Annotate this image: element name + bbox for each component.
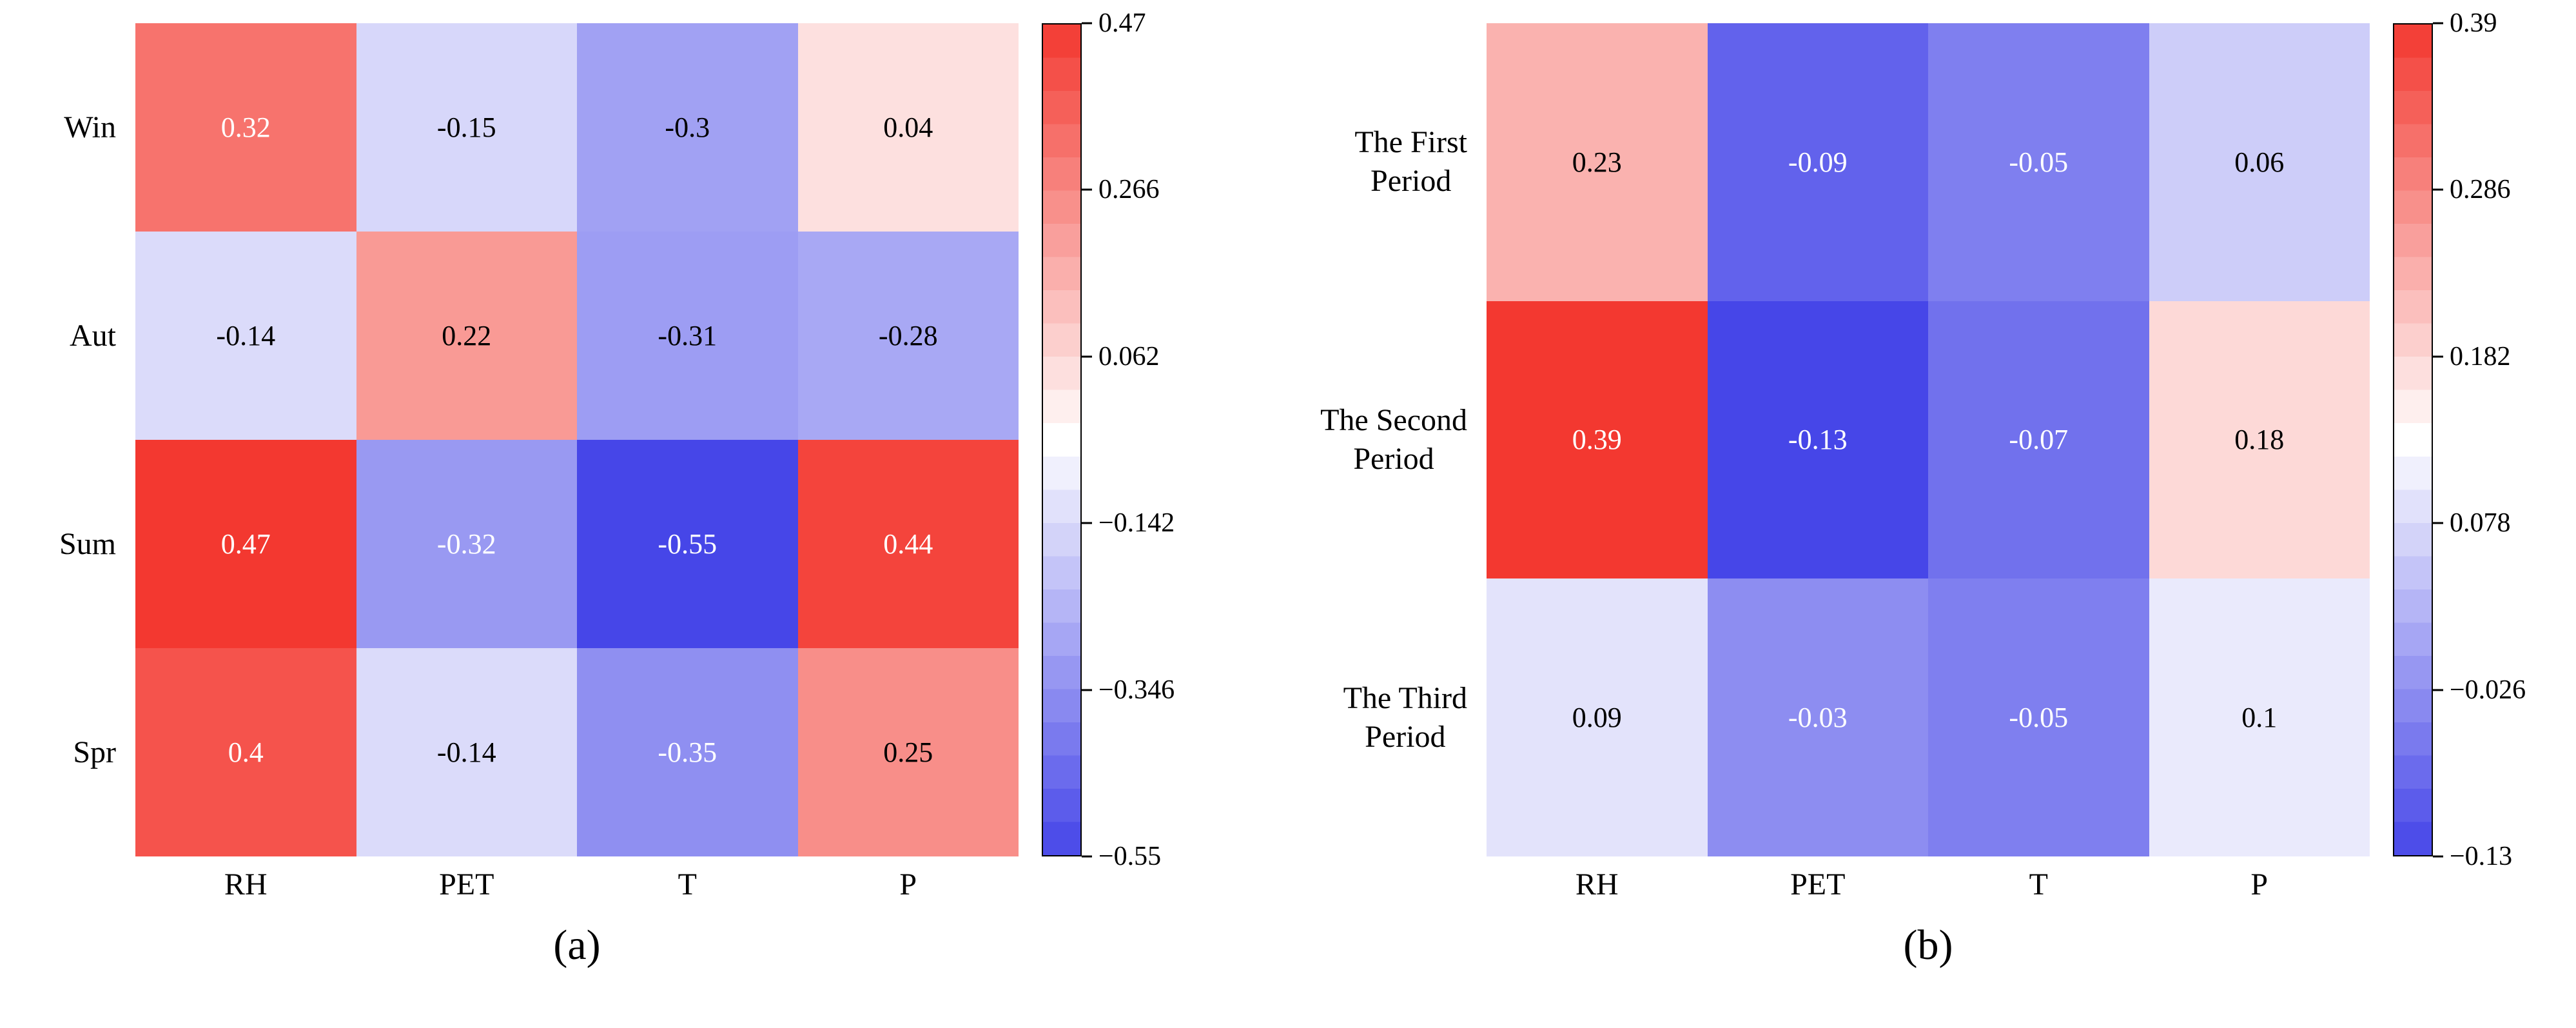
- heatmap-cell: -0.3: [577, 23, 798, 232]
- colorbar-tick-label: −0.026: [2450, 675, 2526, 705]
- heatmap-a: 0.32 -0.15 -0.3 0.04 -0.14 0.22 -0.31 -0.28 0.47…: [135, 23, 1019, 856]
- colorbar-tick-mark: [2433, 522, 2443, 524]
- row-label: Win: [64, 110, 116, 144]
- colorbar-tick-mark: [2433, 855, 2443, 858]
- heatmap-cell: 0.22: [356, 232, 577, 440]
- heatmap-cell: -0.55: [577, 440, 798, 648]
- x-axis-labels-a: RH PET T P: [135, 856, 1019, 916]
- colorbar-gradient-b: [2393, 23, 2433, 856]
- colorbar-ticks-b: 0.39 0.286 0.182 0.078 −0.026 −0.13: [2433, 8, 2536, 871]
- colorbar-tick-mark: [2433, 689, 2443, 691]
- heatmap-cell: -0.09: [1707, 23, 1928, 301]
- heatmap-cell: 0.1: [2149, 578, 2370, 856]
- caption-a: (a): [553, 922, 601, 969]
- colorbar-tick-mark: [1082, 855, 1092, 858]
- colorbar-gradient-a: [1042, 23, 1082, 856]
- heatmap-cell: -0.32: [356, 440, 577, 648]
- caption-b: (b): [1903, 922, 1953, 969]
- panel-b: The First Period The Second Period The Thi…: [1300, 8, 2537, 1028]
- colorbar-tick-mark: [2433, 188, 2443, 191]
- heatmap-cell: 0.32: [135, 23, 356, 232]
- heatmap-cell: 0.25: [797, 648, 1019, 856]
- heatmap-cell: 0.39: [1487, 301, 1708, 579]
- colorbar-tick-mark: [2433, 22, 2443, 25]
- x-axis-labels-b: RH PET T P: [1487, 856, 2370, 916]
- colorbar-tick-label: −0.142: [1098, 508, 1175, 539]
- row-label: Sum: [59, 526, 116, 561]
- heatmap-cell: -0.14: [356, 648, 577, 856]
- col-label: T: [678, 867, 697, 902]
- colorbar-a: 0.47 0.266 0.062 −0.142 −0.346 −0.55: [1019, 8, 1186, 871]
- col-label: RH: [1575, 867, 1619, 902]
- col-label: PET: [1790, 867, 1846, 902]
- row-label: Aut: [70, 318, 116, 353]
- colorbar-tick-label: −0.346: [1098, 675, 1175, 705]
- colorbar-tick-label: −0.13: [2450, 842, 2513, 871]
- heatmap-cell: -0.03: [1707, 578, 1928, 856]
- colorbar-tick-mark: [1082, 355, 1092, 358]
- colorbar-tick-mark: [2433, 355, 2443, 358]
- colorbar-tick-label: 0.286: [2450, 175, 2511, 205]
- row-label: The First Period: [1354, 125, 1467, 199]
- row-label: The Third Period: [1343, 680, 1467, 754]
- colorbar-tick-mark: [1082, 188, 1092, 191]
- colorbar-tick-label: 0.266: [1098, 175, 1160, 205]
- heatmap-cell: -0.14: [135, 232, 356, 440]
- row-label: Spr: [73, 735, 116, 769]
- heatmap-cell: -0.35: [577, 648, 798, 856]
- colorbar-tick-label: 0.47: [1098, 8, 1146, 38]
- heatmap-cell: 0.44: [797, 440, 1019, 648]
- col-label: P: [899, 867, 917, 902]
- y-axis-labels-a: Win Aut Sum Spr: [39, 23, 135, 856]
- colorbar-tick-label: 0.062: [1098, 341, 1160, 371]
- col-label: T: [2029, 867, 2048, 902]
- colorbar-tick-label: 0.39: [2450, 8, 2497, 38]
- panel-a: Win Aut Sum Spr 0.32 -0.15 -0.3 0.04 -0.14 0.22-…: [39, 8, 1186, 1028]
- heatmap-cell: -0.13: [1707, 301, 1928, 579]
- row-label: The Second Period: [1320, 402, 1467, 476]
- colorbar-tick-mark: [1082, 689, 1092, 691]
- heatmap-cell: 0.04: [797, 23, 1019, 232]
- col-label: PET: [439, 867, 494, 902]
- heatmap-cell: -0.05: [1928, 578, 2149, 856]
- colorbar-tick-mark: [1082, 522, 1092, 524]
- heatmap-cell: -0.05: [1928, 23, 2149, 301]
- colorbar-tick-label: −0.55: [1098, 842, 1162, 871]
- colorbar-b: 0.39 0.286 0.182 0.078 −0.026 −0.13: [2370, 8, 2537, 871]
- heatmap-cell: 0.23: [1487, 23, 1708, 301]
- colorbar-tick-label: 0.078: [2450, 508, 2511, 539]
- heatmap-cell: 0.4: [135, 648, 356, 856]
- heatmap-cell: -0.28: [797, 232, 1019, 440]
- heatmap-cell: -0.15: [356, 23, 577, 232]
- colorbar-ticks-a: 0.47 0.266 0.062 −0.142 −0.346 −0.55: [1082, 8, 1185, 871]
- heatmap-cell: 0.09: [1487, 578, 1708, 856]
- heatmap-cell: 0.06: [2149, 23, 2370, 301]
- col-label: RH: [224, 867, 268, 902]
- heatmap-cell: -0.07: [1928, 301, 2149, 579]
- heatmap-b: 0.23 -0.09 -0.05 0.06 0.39 -0.13 -0.07 0.18 0.09…: [1487, 23, 2370, 856]
- col-label: P: [2250, 867, 2269, 902]
- colorbar-tick-mark: [1082, 22, 1092, 25]
- y-axis-labels-b: The First Period The Second Period The Thi…: [1300, 23, 1487, 856]
- colorbar-tick-label: 0.182: [2450, 341, 2511, 371]
- heatmap-cell: -0.31: [577, 232, 798, 440]
- heatmap-cell: 0.18: [2149, 301, 2370, 579]
- heatmap-cell: 0.47: [135, 440, 356, 648]
